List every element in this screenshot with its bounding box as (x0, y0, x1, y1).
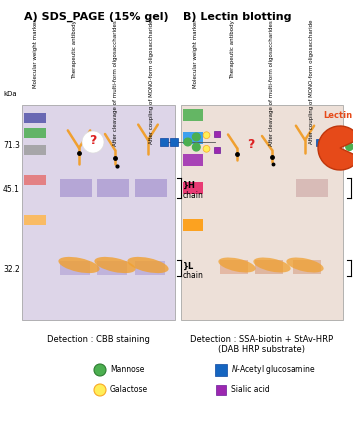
FancyBboxPatch shape (22, 105, 175, 320)
FancyBboxPatch shape (24, 175, 46, 185)
Text: kDa: kDa (3, 91, 17, 97)
FancyBboxPatch shape (220, 260, 248, 274)
FancyBboxPatch shape (255, 260, 283, 274)
Ellipse shape (286, 257, 324, 273)
Text: Sialic acid: Sialic acid (231, 385, 270, 394)
Text: Molecular weight marker: Molecular weight marker (193, 20, 198, 89)
FancyBboxPatch shape (97, 261, 127, 275)
Ellipse shape (253, 257, 291, 273)
FancyBboxPatch shape (183, 132, 203, 144)
Text: chain: chain (183, 270, 204, 280)
Circle shape (94, 384, 106, 396)
FancyBboxPatch shape (160, 138, 168, 146)
Text: Galactose: Galactose (110, 385, 148, 394)
Text: }L: }L (183, 261, 194, 270)
Circle shape (192, 143, 200, 151)
FancyBboxPatch shape (24, 145, 46, 155)
FancyBboxPatch shape (183, 182, 203, 194)
Text: 71.3: 71.3 (3, 140, 20, 149)
FancyBboxPatch shape (24, 128, 46, 138)
Text: After coupling of MONO-form oligosaccharide: After coupling of MONO-form oligosacchar… (150, 20, 155, 144)
FancyBboxPatch shape (296, 179, 328, 197)
Circle shape (346, 143, 353, 150)
FancyBboxPatch shape (24, 215, 46, 225)
Circle shape (203, 132, 210, 139)
Circle shape (338, 138, 345, 146)
Text: B) Lectin blotting: B) Lectin blotting (183, 12, 292, 22)
Circle shape (94, 364, 106, 376)
Text: ?: ? (89, 134, 97, 147)
FancyBboxPatch shape (170, 138, 178, 146)
Circle shape (203, 146, 210, 152)
Text: After cleavage of multi-form oligosaccharides: After cleavage of multi-form oligosaccha… (269, 20, 275, 146)
FancyBboxPatch shape (60, 261, 90, 275)
Wedge shape (318, 126, 353, 170)
Text: Therapeutic antibody: Therapeutic antibody (231, 20, 235, 79)
Text: }H: }H (183, 181, 196, 190)
Text: Therapeutic antibody: Therapeutic antibody (72, 20, 78, 79)
FancyBboxPatch shape (183, 219, 203, 231)
Text: 45.1: 45.1 (3, 185, 20, 194)
FancyBboxPatch shape (24, 113, 46, 123)
FancyBboxPatch shape (316, 139, 323, 146)
Text: A) SDS_PAGE (15% gel): A) SDS_PAGE (15% gel) (24, 12, 169, 22)
FancyBboxPatch shape (183, 109, 203, 121)
Text: $N$-Acetyl glucosamine: $N$-Acetyl glucosamine (231, 363, 316, 377)
Ellipse shape (219, 257, 256, 273)
Text: 32.2: 32.2 (3, 266, 20, 274)
Ellipse shape (127, 257, 169, 273)
Circle shape (346, 133, 353, 141)
Circle shape (82, 131, 104, 153)
Circle shape (192, 133, 200, 141)
Text: Lectin: Lectin (323, 111, 353, 120)
Text: chain: chain (183, 191, 204, 200)
FancyBboxPatch shape (183, 154, 203, 166)
FancyBboxPatch shape (60, 179, 92, 197)
Text: Detection : CBB staining: Detection : CBB staining (47, 335, 149, 344)
Text: After coupling of MONO-form oligosaccharide: After coupling of MONO-form oligosacchar… (310, 20, 315, 144)
Text: ?: ? (247, 137, 255, 150)
Text: Mannose: Mannose (110, 365, 144, 375)
Text: Detection : SSA-biotin + StAv-HRP
(DAB HRP substrate): Detection : SSA-biotin + StAv-HRP (DAB H… (190, 335, 334, 354)
FancyBboxPatch shape (135, 179, 167, 197)
FancyBboxPatch shape (293, 260, 321, 274)
FancyBboxPatch shape (215, 364, 227, 376)
FancyBboxPatch shape (181, 105, 343, 320)
FancyBboxPatch shape (135, 261, 165, 275)
Text: Molecular weight marker: Molecular weight marker (32, 20, 37, 89)
FancyBboxPatch shape (97, 179, 129, 197)
Ellipse shape (94, 257, 136, 273)
Ellipse shape (58, 257, 100, 273)
FancyBboxPatch shape (325, 139, 332, 146)
Text: After cleavage of multi-form oligosaccharides: After cleavage of multi-form oligosaccha… (113, 20, 118, 146)
Circle shape (184, 138, 192, 146)
